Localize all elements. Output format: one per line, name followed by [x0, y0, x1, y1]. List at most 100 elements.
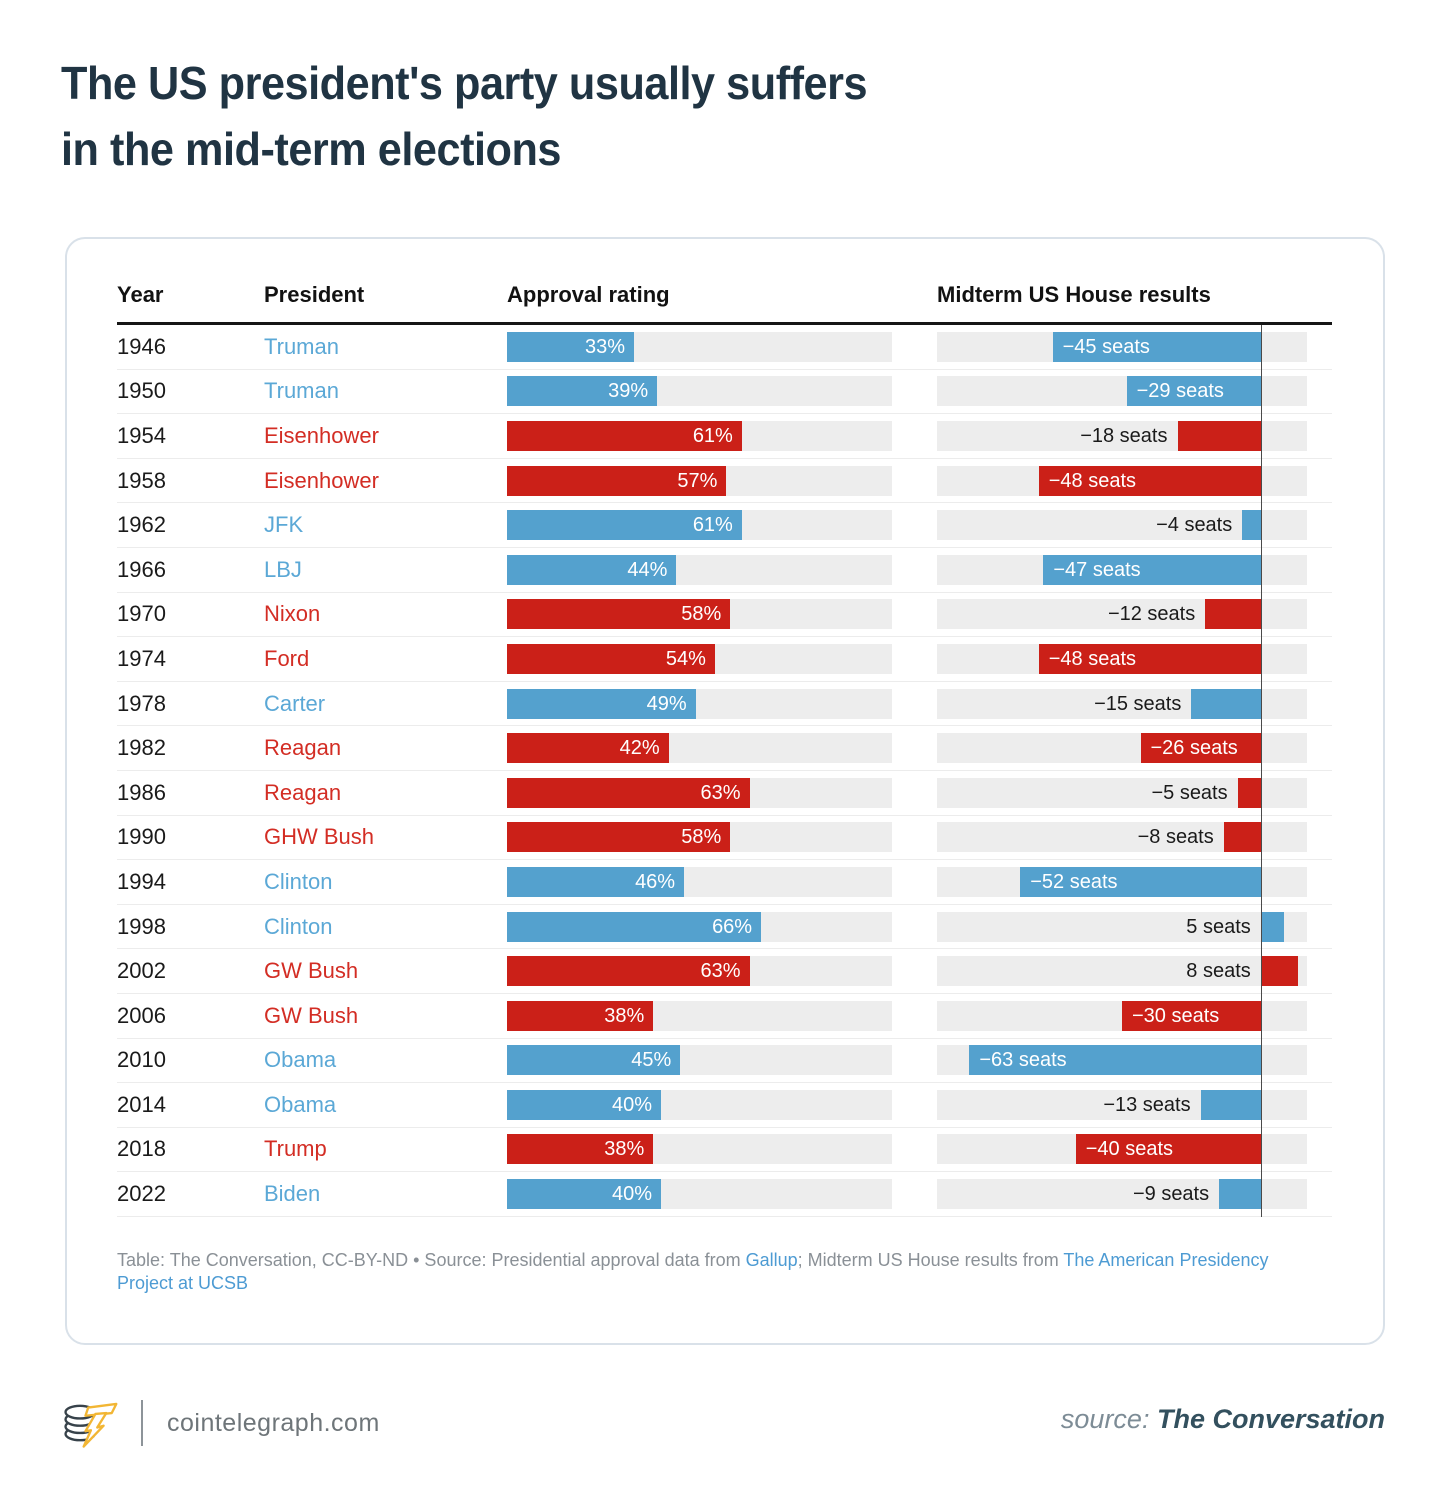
approval-value: 40% — [611, 1093, 652, 1116]
column-header-approval: Approval rating — [507, 282, 670, 307]
approval-value: 46% — [635, 870, 676, 893]
table-row: 1946 Truman 33% −45 seats — [117, 325, 1332, 370]
approval-track: 63% — [507, 777, 892, 808]
president-cell: Eisenhower — [264, 467, 379, 493]
cointelegraph-logo-icon — [64, 1402, 118, 1448]
approval-value: 38% — [604, 1004, 645, 1027]
midterm-bar — [1177, 420, 1261, 451]
midterm-track: −5 seats — [937, 777, 1307, 808]
approval-track: 45% — [507, 1045, 892, 1076]
midterm-track: 5 seats — [937, 911, 1307, 942]
table-row: 2022 Biden 40% −9 seats — [117, 1172, 1332, 1217]
midterm-track: −26 seats — [937, 733, 1307, 764]
midterm-track: 8 seats — [937, 956, 1307, 987]
table-row: 1982 Reagan 42% −26 seats — [117, 726, 1332, 771]
midterm-bar — [1043, 554, 1261, 585]
approval-value: 39% — [608, 380, 649, 403]
year-cell: 2010 — [117, 1047, 166, 1073]
midterm-value: −47 seats — [1053, 558, 1141, 581]
approval-value: 54% — [665, 647, 706, 670]
table-row: 2018 Trump 38% −40 seats — [117, 1128, 1332, 1173]
footer-link[interactable]: Gallup — [745, 1249, 798, 1270]
president-cell: Truman — [264, 378, 339, 404]
president-cell: Reagan — [264, 735, 342, 761]
midterm-track: −8 seats — [937, 822, 1307, 853]
approval-bar — [507, 510, 742, 541]
year-cell: 1998 — [117, 913, 166, 939]
footer-note: Table: The Conversation, CC-BY-ND • Sour… — [117, 1249, 1287, 1296]
approval-track: 40% — [507, 1179, 892, 1210]
midterm-track: −52 seats — [937, 866, 1307, 897]
year-cell: 1970 — [117, 601, 166, 627]
approval-track: 58% — [507, 599, 892, 630]
midterm-track: −48 seats — [937, 465, 1307, 496]
midterm-value: −63 seats — [979, 1049, 1067, 1072]
table-rows: 1946 Truman 33% −45 seats 1950 Truman 39… — [117, 325, 1332, 1217]
table-row: 1990 GHW Bush 58% −8 seats — [117, 816, 1332, 861]
page-title-line1: The US president's party usually suffers — [61, 57, 868, 109]
approval-value: 33% — [585, 335, 626, 358]
approval-bar — [507, 420, 742, 451]
midterm-track: −30 seats — [937, 1000, 1307, 1031]
approval-value: 58% — [681, 826, 722, 849]
approval-value: 61% — [692, 424, 733, 447]
year-cell: 1994 — [117, 868, 166, 894]
year-cell: 2018 — [117, 1136, 166, 1162]
midterm-bar — [1052, 331, 1261, 362]
midterm-track: −15 seats — [937, 688, 1307, 719]
midterm-value: −48 seats — [1048, 469, 1137, 492]
table-row: 1970 Nixon 58% −12 seats — [117, 593, 1332, 638]
approval-track: 39% — [507, 376, 892, 407]
table-row: 1998 Clinton 66% 5 seats — [117, 905, 1332, 950]
site-label[interactable]: cointelegraph.com — [167, 1408, 380, 1437]
approval-track: 57% — [507, 465, 892, 496]
midterm-bar — [1200, 1089, 1261, 1120]
table-row: 1954 Eisenhower 61% −18 seats — [117, 414, 1332, 459]
approval-value: 63% — [700, 781, 741, 804]
president-cell: Carter — [264, 690, 326, 716]
approval-track: 38% — [507, 1000, 892, 1031]
footer-text: Table: The Conversation, CC-BY-ND • Sour… — [117, 1249, 746, 1270]
approval-track: 66% — [507, 911, 892, 942]
approval-track: 49% — [507, 688, 892, 719]
president-cell: Obama — [264, 1091, 337, 1117]
approval-bar — [507, 1089, 661, 1120]
midterm-bar — [1205, 599, 1261, 630]
president-cell: GHW Bush — [264, 824, 375, 850]
table-row: 1958 Eisenhower 57% −48 seats — [117, 459, 1332, 504]
midterm-value: −48 seats — [1048, 647, 1137, 670]
year-cell: 1950 — [117, 378, 166, 404]
approval-bar — [507, 643, 715, 674]
midterm-value: −18 seats — [1080, 424, 1168, 447]
midterm-value: −52 seats — [1030, 870, 1118, 893]
approval-track: 33% — [507, 331, 892, 362]
midterm-bar — [1038, 643, 1261, 674]
column-header-president: President — [264, 282, 365, 307]
president-cell: Biden — [264, 1181, 321, 1207]
approval-bar — [507, 777, 750, 808]
table-row: 1986 Reagan 63% −5 seats — [117, 771, 1332, 816]
table-row: 1966 LBJ 44% −47 seats — [117, 548, 1332, 593]
president-cell: GW Bush — [264, 958, 359, 984]
midterm-value: −5 seats — [1151, 781, 1228, 804]
midterm-value: −9 seats — [1132, 1183, 1210, 1206]
midterm-bar — [969, 1045, 1261, 1076]
midterm-bar — [1219, 1179, 1261, 1210]
midterm-track: −29 seats — [937, 376, 1307, 407]
approval-bar — [507, 1045, 681, 1076]
footer-link[interactable]: The American Presidency Project at UCSB — [117, 1249, 1269, 1294]
approval-track: 54% — [507, 643, 892, 674]
approval-track: 42% — [507, 733, 892, 764]
page-title-line2: in the mid-term elections — [61, 123, 562, 175]
approval-bar — [507, 465, 727, 496]
year-cell: 1946 — [117, 333, 166, 359]
midterm-value: −26 seats — [1150, 737, 1238, 760]
president-cell: Reagan — [264, 779, 342, 805]
president-cell: Clinton — [264, 868, 333, 894]
midterm-value: −8 seats — [1137, 826, 1214, 849]
year-cell: 1974 — [117, 645, 166, 671]
midterm-bar — [1038, 465, 1261, 496]
brand-bar: cointelegraph.com — [61, 1394, 380, 1452]
midterm-track: −18 seats — [937, 420, 1307, 451]
midterm-bar — [1191, 688, 1261, 719]
